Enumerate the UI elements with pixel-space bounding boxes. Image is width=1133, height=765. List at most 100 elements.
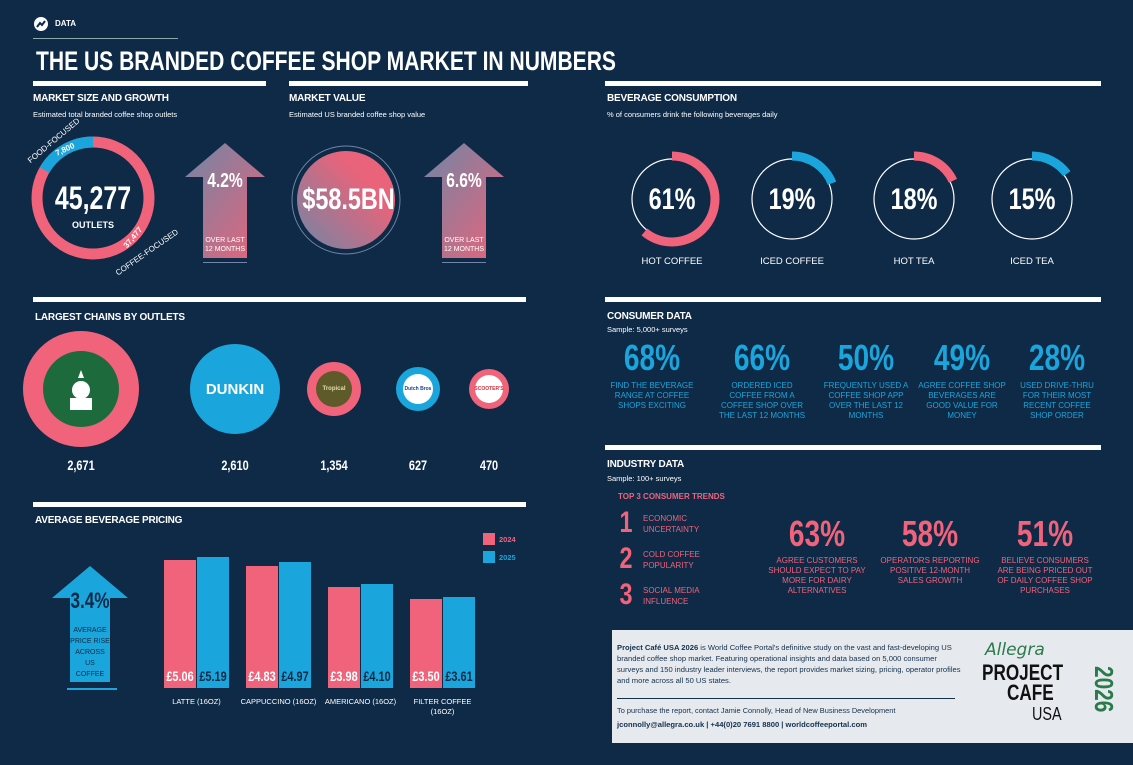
bar-value-label: £3.98 <box>330 668 358 684</box>
market-value-subtitle: Estimated US branded coffee shop value <box>289 110 426 119</box>
chain-logo: Dutch Bros <box>403 374 433 404</box>
trend-number: 2 <box>619 542 633 575</box>
beverage-label: ICED TEA <box>1010 256 1054 267</box>
industry-stat-label: BELIEVE CONSUMERS ARE BEING PRICED OUT O… <box>997 556 1093 595</box>
divider <box>605 297 1101 302</box>
industry-subtitle: Sample: 100+ surveys <box>607 474 682 483</box>
consumer-title: CONSUMER DATA <box>607 311 692 322</box>
outlets-label: OUTLETS <box>72 220 114 230</box>
consumer-stat-label: AGREE COFFEE SHOP BEVERAGES ARE GOOD VAL… <box>918 381 1006 420</box>
logo-project: PROJECT <box>982 660 1064 685</box>
chain-outlets: 627 <box>408 457 428 473</box>
footer-body: is World Coffee Portal's definitive stud… <box>617 643 961 685</box>
divider <box>605 445 1101 450</box>
chain-outlets: 2,610 <box>221 457 249 473</box>
divider <box>33 81 266 86</box>
beverage-value: 19% <box>768 183 816 216</box>
bar-value-label: £4.10 <box>363 668 391 684</box>
consumer-subtitle: Sample: 5,000+ surveys <box>607 325 688 334</box>
beverage-label: ICED COFFEE <box>760 256 824 267</box>
separator: | <box>781 720 784 729</box>
bar-2025 <box>443 596 475 688</box>
beverage-ring <box>744 151 840 247</box>
market-size-subtitle: Estimated total branded coffee shop outl… <box>33 110 178 119</box>
outlet-growth-value: 4.2% <box>207 170 243 192</box>
beverage-value: 15% <box>1008 183 1056 216</box>
beverage-label: HOT TEA <box>893 256 935 267</box>
trend-number: 3 <box>619 578 633 611</box>
beverage-subtitle: % of consumers drink the following bever… <box>607 110 778 119</box>
bar-2025 <box>361 584 393 688</box>
bar-value-label: £4.97 <box>281 668 309 684</box>
legend-swatch <box>483 533 495 545</box>
phone-link[interactable]: +44(0)20 7691 8800 <box>710 720 780 729</box>
dunkin-logo: DUNKIN <box>205 381 265 398</box>
bar-value-label: £3.61 <box>445 668 473 684</box>
beverage-arc <box>984 151 1080 247</box>
chain-logo-text: Dutch Bros <box>404 385 432 392</box>
logo-usa: USA <box>1032 704 1062 724</box>
beverage-title: BEVERAGE CONSUMPTION <box>607 93 737 104</box>
trend-label: ECONOMIC UNCERTAINTY <box>643 514 700 534</box>
market-value-title: MARKET VALUE <box>289 93 366 104</box>
bar-value-label: £4.83 <box>248 668 276 684</box>
growth-arrow <box>185 143 265 263</box>
bar-2025 <box>279 562 311 688</box>
page-title: THE US BRANDED COFFEE SHOP MARKET IN NUM… <box>36 46 616 76</box>
website-link[interactable]: worldcoffeeportal.com <box>785 720 867 729</box>
value-growth-label: OVER LAST 12 MONTHS <box>443 237 485 253</box>
trend-number: 1 <box>619 506 633 539</box>
category-label: AMERICANO (16OZ) <box>324 697 397 706</box>
consumer-stat-value: 50% <box>837 337 895 378</box>
consumer-stat-label: USED DRIVE-THRU FOR THEIR MOST RECENT CO… <box>1020 381 1094 420</box>
food-focused-segment <box>39 136 94 173</box>
bar-2024 <box>410 599 442 688</box>
bar-value-label: £5.06 <box>166 668 194 684</box>
bar-value-label: £3.50 <box>412 668 440 684</box>
market-value-circle <box>291 145 401 255</box>
growth-arrow <box>424 143 504 263</box>
trend-label: COLD COFFEE POPULARITY <box>643 550 700 570</box>
consumer-stat-label: ORDERED ICED COFFEE FROM A COFFEE SHOP O… <box>718 381 806 420</box>
market-value: $58.5BN <box>302 183 395 216</box>
market-size-title: MARKET SIZE AND GROWTH <box>33 93 169 104</box>
divider <box>33 502 526 507</box>
trend-chart-icon <box>34 17 48 31</box>
price-rise-label: AVERAGE PRICE RISE ACROSS US COFFEE CHAI… <box>70 627 110 689</box>
divider <box>617 698 955 699</box>
starbucks-logo <box>43 351 119 427</box>
footer-links: jconnolly@allegra.co.uk | +44(0)20 7691 … <box>617 720 867 729</box>
category-label: FILTER COFFEE (16OZ) <box>413 697 472 716</box>
category-label: CAPPUCCINO (16OZ) <box>240 697 317 706</box>
chain-logo: Tropical <box>316 371 352 407</box>
bar-2025 <box>197 556 229 688</box>
beverage-value: 61% <box>648 183 696 216</box>
email-link[interactable]: jconnolly@allegra.co.uk <box>617 720 705 729</box>
beverage-ring <box>866 151 962 247</box>
chain-outlets: 470 <box>479 457 499 473</box>
value-growth-value: 6.6% <box>446 170 482 192</box>
chain-outlets: 1,354 <box>320 457 348 473</box>
chain-logo: SCOOTER'S <box>474 375 504 403</box>
outlet-growth-label: OVER LAST 12 MONTHS <box>204 237 246 253</box>
consumer-stat-label: FREQUENTLY USED A COFFEE SHOP APP OVER T… <box>823 381 909 420</box>
industry-stat-value: 63% <box>788 513 846 554</box>
industry-title: INDUSTRY DATA <box>607 459 685 470</box>
bar-2024 <box>246 565 278 688</box>
beverage-arc <box>866 151 962 247</box>
chain-logo-text: SCOOTER'S <box>474 385 504 392</box>
pricing-title: AVERAGE BEVERAGE PRICING <box>35 515 183 526</box>
chain-outlets: 2,671 <box>67 457 95 473</box>
logo-year: 2026 <box>1089 666 1119 713</box>
beverage-ring <box>624 151 720 247</box>
siren-icon <box>70 370 92 410</box>
price-rise-value: 3.4% <box>70 588 110 613</box>
trend-label: SOCIAL MEDIA INFLUENCE <box>643 586 700 606</box>
category-label: LATTE (16OZ) <box>172 697 221 706</box>
chain-logo-text: Tropical <box>322 386 346 392</box>
industry-stat-label: OPERATORS REPORTING POSITIVE 12-MONTH SA… <box>880 556 980 585</box>
logo-cafe: CAFE <box>1007 680 1054 705</box>
bar-2024 <box>328 587 360 688</box>
divider <box>33 297 526 302</box>
outlets-total: 45,277 <box>54 180 132 216</box>
